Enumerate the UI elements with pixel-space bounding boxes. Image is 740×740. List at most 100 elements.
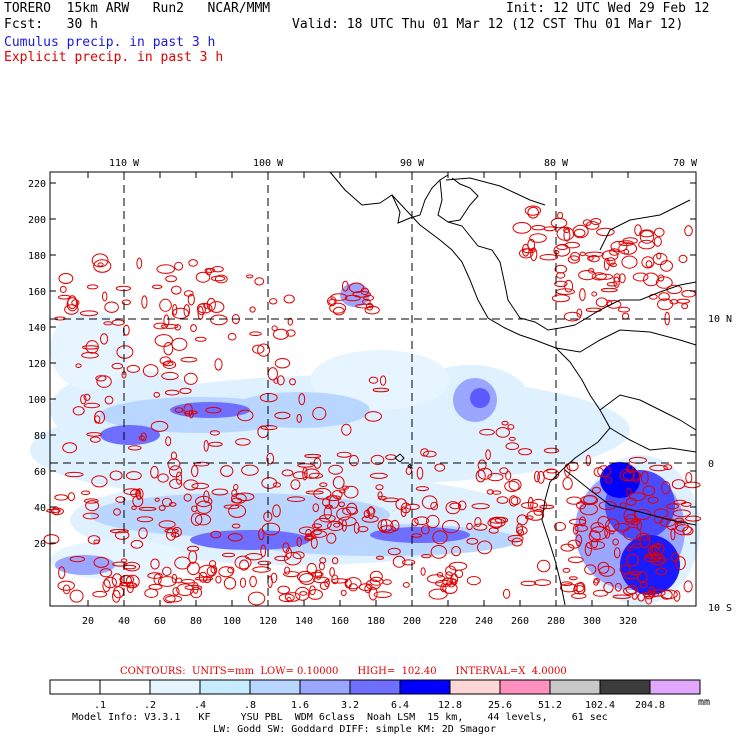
contour-ring xyxy=(58,273,74,284)
contour-ring xyxy=(208,441,223,447)
contour-ring xyxy=(612,538,619,546)
contour-ring xyxy=(331,557,339,565)
y-tick-label: 80 xyxy=(34,431,46,442)
contour-ring xyxy=(505,470,512,481)
contour-ring xyxy=(122,324,130,336)
contour-ring xyxy=(530,498,548,512)
contour-ring xyxy=(246,274,254,279)
contour-ring xyxy=(543,226,556,232)
contour-ring xyxy=(575,534,583,547)
contour-ring xyxy=(573,228,586,238)
x-tick-label: 160 xyxy=(331,616,349,627)
contour-ring xyxy=(172,304,178,316)
lat-label: 10 N xyxy=(708,314,732,325)
contour-ring xyxy=(180,357,198,363)
contour-ring xyxy=(307,589,323,600)
contour-ring xyxy=(319,557,327,564)
valid-time: Valid: 18 UTC Thu 01 Mar 12 (12 CST Thu … xyxy=(292,17,684,32)
contour-ring xyxy=(566,461,579,472)
contour-ring xyxy=(313,517,332,531)
contour-ring xyxy=(573,582,585,593)
contour-ring xyxy=(533,579,552,586)
model-run-title: TORERO 15km ARW Run2 NCAR/MMM xyxy=(4,1,271,16)
contour-ring xyxy=(609,262,617,267)
contour-ring xyxy=(103,576,117,589)
colorbar-swatch xyxy=(199,679,251,695)
contour-ring xyxy=(345,577,362,590)
contour-ring xyxy=(183,290,194,297)
contour-ring xyxy=(379,375,387,386)
contour-ring xyxy=(432,530,448,545)
contour-ring xyxy=(508,478,522,491)
contour-ring xyxy=(312,503,320,513)
contour-ring xyxy=(110,529,129,534)
contour-ring xyxy=(115,496,126,503)
contour-ring xyxy=(165,275,178,283)
contour-ring xyxy=(405,503,420,510)
contour-ring xyxy=(162,566,172,576)
contour-ring xyxy=(649,464,668,472)
contour-ring xyxy=(257,560,272,566)
contour-ring xyxy=(85,340,99,354)
lon-label: 100 W xyxy=(253,158,284,169)
contour-ring xyxy=(672,509,691,518)
contour-ring xyxy=(366,507,376,515)
contour-ring xyxy=(530,247,538,262)
contour-ring xyxy=(62,442,78,454)
contour-ring xyxy=(622,470,642,481)
contour-ring xyxy=(269,298,278,305)
contour-ring xyxy=(174,324,181,331)
contour-ring xyxy=(426,574,446,584)
contour-ring xyxy=(290,479,301,490)
contour-ring xyxy=(382,497,400,503)
contour-ring xyxy=(592,589,609,597)
contour-ring xyxy=(203,303,210,309)
contour-ring xyxy=(357,526,369,533)
contour-ring xyxy=(258,528,265,541)
contour-ring xyxy=(228,504,247,518)
contour-ring xyxy=(328,495,340,509)
x-axis: 20 40 60 80 100 120 140 160 180 200 220 240 260 280 30… xyxy=(82,172,637,627)
contour-ring xyxy=(112,589,121,603)
contour-ring xyxy=(156,264,175,274)
contour-ring xyxy=(627,546,633,552)
colorbar-label: 3.2 xyxy=(341,700,359,711)
contour-ring xyxy=(298,573,315,585)
contour-ring xyxy=(333,522,341,528)
contour-ring xyxy=(576,308,583,318)
contour-ring xyxy=(400,502,412,514)
contour-ring xyxy=(682,526,694,536)
contour-ring xyxy=(147,572,163,579)
contour-ring xyxy=(284,592,301,602)
contour-ring xyxy=(249,331,262,337)
contour-ring xyxy=(194,513,212,526)
colorbar-label: .4 xyxy=(194,700,206,711)
contour-ring xyxy=(305,529,312,538)
colorbar-label: .8 xyxy=(244,700,256,711)
contour-ring xyxy=(678,254,688,263)
contour-ring xyxy=(479,428,495,436)
contour-ring xyxy=(420,567,426,576)
contour-ring xyxy=(363,294,375,301)
explicit-precip-contours xyxy=(43,205,702,606)
contour-ring xyxy=(186,545,200,552)
contour-ring xyxy=(257,343,271,357)
central-america-pacific-coast xyxy=(391,194,557,349)
contour-ring xyxy=(666,284,683,295)
contour-ring xyxy=(586,540,605,550)
x-tick-label: 320 xyxy=(619,616,637,627)
contour-ring xyxy=(567,255,581,264)
contour-ring xyxy=(466,537,479,545)
contour-ring xyxy=(656,252,662,260)
contour-ring xyxy=(342,506,359,516)
contour-ring xyxy=(596,227,615,237)
contour-ring xyxy=(191,465,199,478)
contour-ring xyxy=(344,294,361,302)
lon-label: 110 W xyxy=(109,158,140,169)
colorbar-swatch xyxy=(249,679,301,695)
contour-ring xyxy=(434,463,446,472)
contour-ring xyxy=(305,490,324,495)
contour-ring xyxy=(676,298,691,304)
contour-ring xyxy=(89,436,101,443)
contour-ring xyxy=(647,496,659,504)
